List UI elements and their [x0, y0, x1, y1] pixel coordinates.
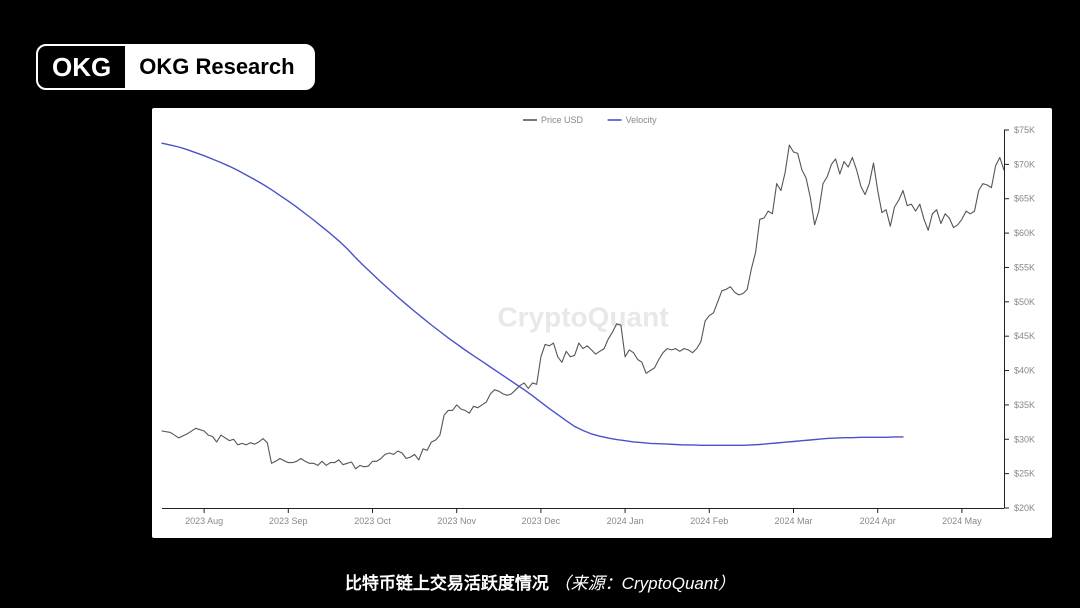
caption-source: （来源：CryptoQuant） — [554, 574, 735, 593]
xtick-label: 2023 Dec — [522, 516, 561, 526]
xtick-label: 2024 Mar — [774, 516, 812, 526]
ytick-label: $20K — [1014, 503, 1035, 513]
legend-label: Velocity — [626, 115, 658, 125]
series-velocity — [162, 143, 903, 445]
xtick-label: 2024 Jan — [607, 516, 644, 526]
ytick-label: $45K — [1014, 331, 1035, 341]
ytick-label: $75K — [1014, 125, 1035, 135]
ytick-label: $25K — [1014, 469, 1035, 479]
xtick-label: 2024 May — [942, 516, 982, 526]
ytick-label: $40K — [1014, 366, 1035, 376]
caption-main: 比特币链上交易活跃度情况 — [345, 574, 549, 593]
ytick-label: $30K — [1014, 434, 1035, 444]
xtick-label: 2024 Apr — [860, 516, 896, 526]
ytick-label: $65K — [1014, 194, 1035, 204]
chart-card: CryptoQuant $20K $25K $30K $35K $40K $45K $50K $… — [152, 108, 1052, 538]
caption: 比特币链上交易活跃度情况 （来源：CryptoQuant） — [0, 569, 1080, 594]
legend-label: Price USD — [541, 115, 584, 125]
brand-text: OKG Research — [125, 46, 312, 88]
brand-logo: OKG — [38, 46, 125, 88]
ytick-label: $35K — [1014, 400, 1035, 410]
ytick-label: $60K — [1014, 228, 1035, 238]
ytick-label: $55K — [1014, 262, 1035, 272]
xtick-label: 2024 Feb — [690, 516, 728, 526]
xtick-label: 2023 Oct — [354, 516, 391, 526]
brand-badge: OKG OKG Research — [36, 44, 315, 90]
ytick-label: $50K — [1014, 297, 1035, 307]
xtick-label: 2023 Aug — [185, 516, 223, 526]
chart-svg: CryptoQuant $20K $25K $30K $35K $40K $45K $50K $… — [152, 108, 1052, 538]
ytick-label: $70K — [1014, 159, 1035, 169]
xtick-label: 2023 Sep — [269, 516, 308, 526]
watermark: CryptoQuant — [497, 302, 668, 333]
xtick-label: 2023 Nov — [437, 516, 476, 526]
